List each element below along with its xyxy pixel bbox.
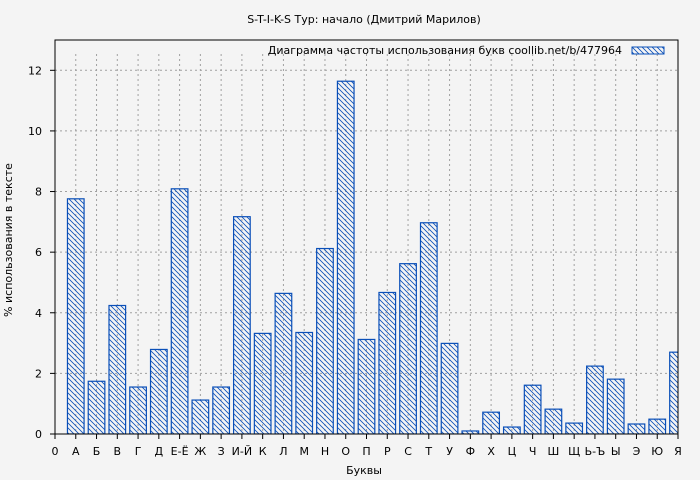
x-tick-label: Ы xyxy=(611,445,621,458)
x-tick-label: М xyxy=(299,445,309,458)
x-tick-label: Г xyxy=(135,445,142,458)
x-tick-label: З xyxy=(218,445,225,458)
y-tick-label: 10 xyxy=(28,125,42,138)
bar-И-Й xyxy=(232,216,251,434)
bar-В xyxy=(108,304,127,434)
bar-Ч xyxy=(523,384,542,434)
bar-Ш xyxy=(544,408,563,434)
y-tick-label: 12 xyxy=(28,64,42,77)
x-tick-label: К xyxy=(259,445,267,458)
y-tick-label: 2 xyxy=(35,367,42,380)
bar-А xyxy=(66,198,85,434)
x-tick-label: Е-Ё xyxy=(171,445,189,458)
chart-title: S-T-I-K-S Тур: начало (Дмитрий Марилов) xyxy=(247,13,481,26)
bar-Ц xyxy=(502,426,521,434)
bar-М xyxy=(295,331,314,434)
bar-Ь-Ъ xyxy=(586,365,604,434)
bar-Р xyxy=(378,291,397,434)
x-axis: 0 А Б В Г Д Е-Ё Ж З И-Й К Л М Н О П Р С Т У Ф Х Ц Ч Ш Щ Ь-Ъ Ы Э Ю Я xyxy=(52,434,682,458)
legend-swatch xyxy=(631,46,665,55)
x-tick-label: Щ xyxy=(568,445,580,458)
bar-Ф xyxy=(461,430,480,434)
x-tick-label: Ж xyxy=(194,445,206,458)
y-tick-label: 8 xyxy=(35,186,42,199)
x-tick-label: Ф xyxy=(466,445,475,458)
y-axis-label: % использования в тексте xyxy=(2,163,15,317)
y-tick-label: 4 xyxy=(35,307,42,320)
bar-Э xyxy=(627,423,646,434)
bar-Т xyxy=(419,222,438,434)
y-tick-label: 6 xyxy=(35,246,42,259)
bar-Щ xyxy=(565,422,584,434)
x-tick-label: Х xyxy=(487,445,495,458)
x-tick-label: Ш xyxy=(548,445,560,458)
x-tick-label: А xyxy=(72,445,80,458)
bar-К xyxy=(253,332,272,434)
x-tick-label: И-Й xyxy=(232,445,252,458)
x-tick-label: Р xyxy=(384,445,391,458)
x-tick-label: Ч xyxy=(529,445,537,458)
legend: Диаграмма частоты использования букв coo… xyxy=(268,44,665,57)
bar-Д xyxy=(149,348,168,434)
bar-У xyxy=(440,342,459,434)
x-tick-label: П xyxy=(362,445,370,458)
x-tick-label: Л xyxy=(279,445,287,458)
x-tick-label: О xyxy=(341,445,350,458)
bar-С xyxy=(399,263,417,434)
bar-Ю xyxy=(648,418,667,434)
bars xyxy=(66,80,678,434)
x-tick-label: Б xyxy=(93,445,101,458)
x-tick-label: Э xyxy=(633,445,641,458)
x-tick-label: В xyxy=(114,445,122,458)
bar-Н xyxy=(316,247,334,434)
x-tick-label: Ь-Ъ xyxy=(585,445,606,458)
x-tick-label: Д xyxy=(155,445,164,458)
x-tick-label: 0 xyxy=(52,445,59,458)
bar-Б xyxy=(87,380,106,434)
bar-Г xyxy=(129,386,147,434)
x-tick-label: Ю xyxy=(651,445,663,458)
bar-Я xyxy=(669,351,678,434)
bar-Х xyxy=(482,411,501,434)
bar-Л xyxy=(274,292,293,434)
y-tick-label: 0 xyxy=(35,428,42,441)
x-tick-label: Н xyxy=(321,445,329,458)
x-tick-label: У xyxy=(446,445,453,458)
x-tick-label: Я xyxy=(674,445,682,458)
y-axis: 0 2 4 6 8 10 12 xyxy=(28,64,55,441)
bar-П xyxy=(357,338,376,434)
bar-Ы xyxy=(606,378,625,434)
bar-З xyxy=(212,386,231,434)
bar-Е-Ё xyxy=(170,188,189,434)
bar-Ж xyxy=(191,399,210,434)
bar-О xyxy=(336,80,355,434)
x-tick-label: Т xyxy=(424,445,432,458)
x-tick-label: Ц xyxy=(508,445,517,458)
legend-label: Диаграмма частоты использования букв coo… xyxy=(268,44,622,57)
x-axis-label: Буквы xyxy=(346,464,382,477)
x-tick-label: С xyxy=(404,445,412,458)
